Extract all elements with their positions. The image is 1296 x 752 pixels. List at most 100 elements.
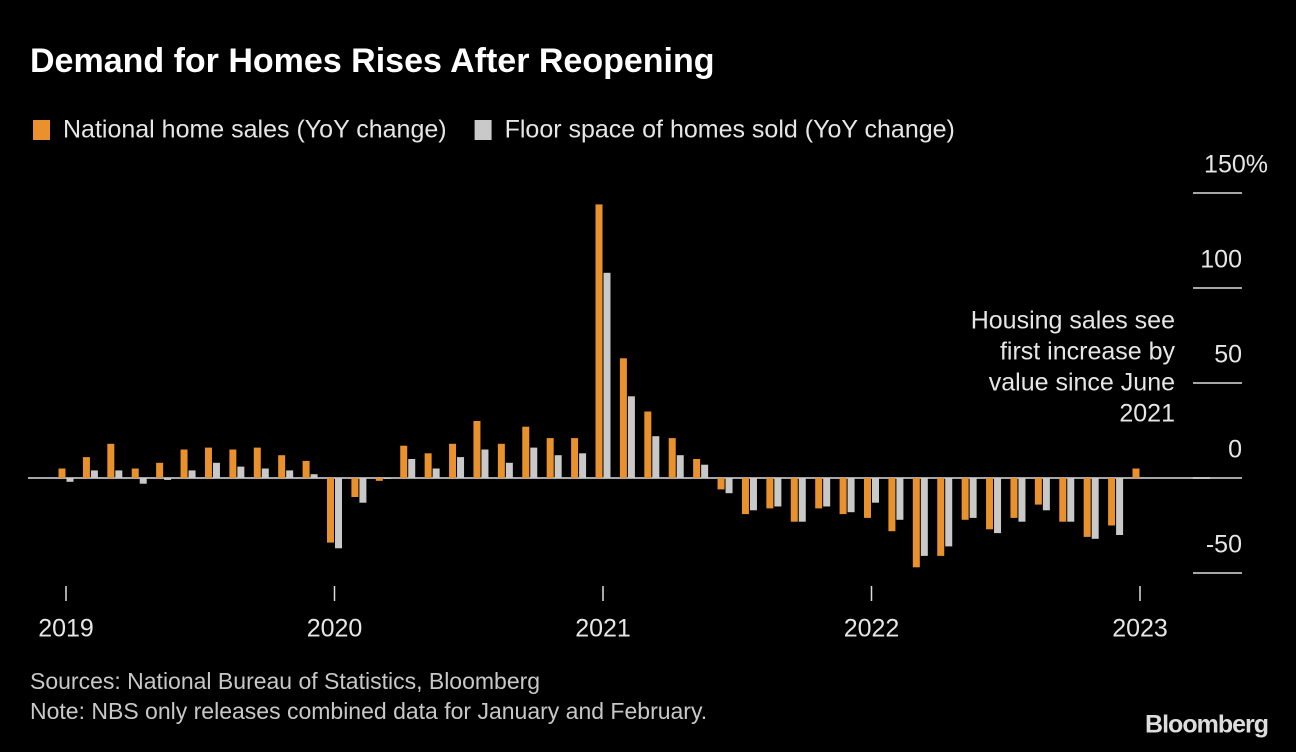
bar [1042, 478, 1050, 511]
bar [847, 478, 855, 513]
legend-label: Floor space of homes sold (YoY change) [505, 116, 955, 144]
bar [676, 455, 684, 478]
bar [1018, 478, 1026, 522]
bar [180, 449, 188, 478]
bar [986, 478, 994, 530]
bar [497, 443, 505, 478]
bar [1083, 478, 1091, 537]
legend-swatch [474, 120, 492, 140]
bar [823, 478, 831, 507]
bar [335, 478, 342, 549]
bar [90, 470, 98, 478]
bar [595, 204, 603, 478]
bar [424, 453, 432, 478]
bar [139, 478, 147, 484]
bar [58, 468, 66, 478]
annotation: Housing sales see [971, 307, 1175, 335]
bar [937, 478, 945, 556]
annotation: 2021 [1119, 400, 1175, 428]
bar [945, 478, 953, 547]
bar [66, 478, 74, 482]
x-tick-label: 2023 [1112, 615, 1168, 643]
bar [920, 478, 928, 556]
bar [815, 478, 823, 509]
bar [994, 478, 1002, 534]
bar [1034, 478, 1042, 505]
bar [774, 478, 782, 507]
bar [1010, 478, 1018, 518]
bar [481, 449, 489, 478]
bar [652, 436, 660, 478]
bar [115, 470, 123, 478]
bar [1067, 478, 1075, 522]
bar [896, 478, 904, 520]
bar [286, 470, 294, 478]
bar [872, 478, 879, 503]
bar [766, 478, 774, 509]
bar [798, 478, 806, 522]
bar [839, 478, 847, 515]
bar [164, 478, 172, 480]
annotation: first increase by [1000, 338, 1176, 366]
bar [888, 478, 896, 532]
bar [1091, 478, 1099, 539]
bar [237, 466, 245, 478]
bar [717, 478, 725, 490]
bar [82, 457, 90, 478]
bar [302, 460, 310, 478]
bar [408, 459, 416, 478]
bar [351, 478, 359, 497]
bar [383, 478, 391, 479]
bar [546, 438, 554, 478]
y-tick-label: 150% [1204, 151, 1268, 179]
y-tick-label: 50 [1214, 341, 1242, 369]
bar [310, 474, 318, 478]
bar [961, 478, 969, 520]
bar [1108, 478, 1116, 526]
bar [204, 447, 212, 478]
y-tick-label: -50 [1206, 531, 1242, 559]
bar [359, 478, 367, 503]
bar [644, 411, 652, 478]
bar [188, 470, 196, 478]
bar [864, 478, 871, 518]
bar [278, 455, 286, 478]
bar [107, 443, 115, 478]
bar [725, 478, 733, 494]
bar [400, 445, 408, 478]
bar [375, 478, 383, 481]
bar [571, 438, 579, 478]
bar [530, 447, 538, 478]
bar [156, 462, 164, 478]
bar [131, 468, 139, 478]
x-tick-label: 2021 [575, 615, 631, 643]
x-tick-label: 2022 [844, 615, 900, 643]
bar [432, 468, 440, 478]
bar [603, 272, 611, 478]
bar [749, 478, 757, 511]
bar [693, 459, 701, 478]
legend-label: National home sales (YoY change) [63, 116, 447, 144]
bar [1132, 468, 1140, 478]
x-tick-label: 2019 [38, 615, 94, 643]
bar [701, 464, 709, 478]
bar [261, 468, 269, 478]
chart-title: Demand for Homes Rises After Reopening [30, 42, 715, 80]
bar [912, 478, 920, 568]
bar [790, 478, 798, 522]
bar [522, 426, 530, 478]
bar [229, 449, 237, 478]
bar [668, 438, 676, 478]
bar [253, 447, 261, 478]
bar [449, 443, 457, 478]
source: Sources: National Bureau of Statistics, … [30, 668, 540, 694]
bar [554, 455, 562, 478]
bar [327, 478, 334, 543]
bar [1116, 478, 1124, 535]
bar [212, 462, 220, 478]
bar [457, 457, 465, 478]
x-tick-label: 2020 [307, 615, 363, 643]
bar [619, 358, 627, 478]
